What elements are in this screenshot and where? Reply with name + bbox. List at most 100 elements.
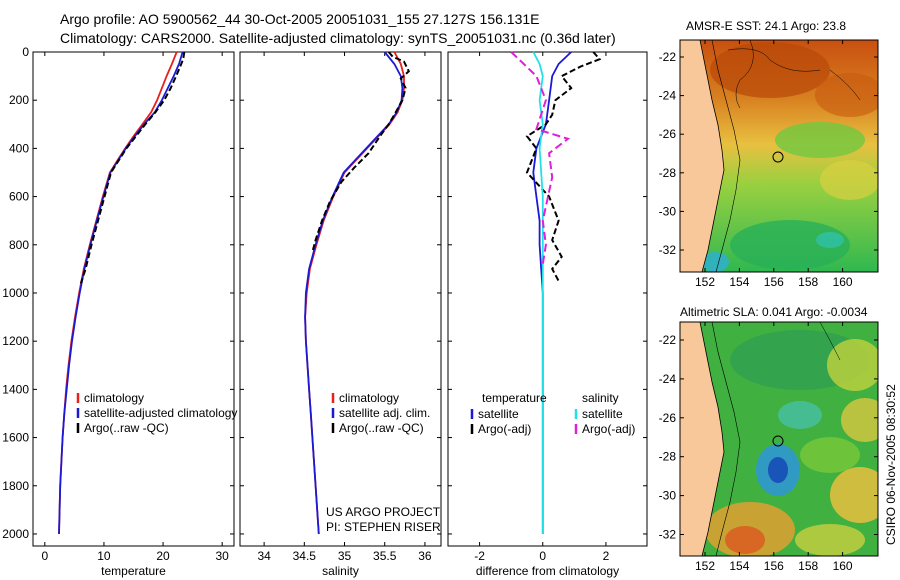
depth-tick-label: 2000 xyxy=(2,527,29,541)
salinity-x-tick-label: 36 xyxy=(418,549,432,563)
temperature-legend-label: climatology xyxy=(84,391,144,405)
sst-shelf-contour xyxy=(711,40,741,272)
salinity-x-tick-label: 35.5 xyxy=(373,549,397,563)
difference-series-salinity-argo xyxy=(510,51,571,265)
salinity-xlabel: salinity xyxy=(322,564,359,578)
temperature-x-tick-label: 30 xyxy=(215,549,229,563)
map-lat-label: -24 xyxy=(659,89,677,103)
temperature-legend-label: satellite-adjusted climatology xyxy=(84,406,237,420)
map-lon-label: 160 xyxy=(833,275,853,289)
sst-contour xyxy=(727,48,821,72)
difference-legend-header: temperature xyxy=(482,391,547,405)
map-lat-label: -24 xyxy=(659,372,677,386)
map-lat-label: -28 xyxy=(659,450,677,464)
argo-float-marker xyxy=(772,435,784,447)
sst-cool-patch xyxy=(816,232,844,248)
map-lon-label: 158 xyxy=(798,559,818,573)
salinity-x-tick-label: 34 xyxy=(257,549,271,563)
map-lon-label: 160 xyxy=(833,559,853,573)
sst-contour xyxy=(735,40,754,109)
sst-map-frame xyxy=(679,39,879,273)
salinity-panel: 34 34.5 35 35.5 36 salinity climatologysatelli… xyxy=(239,51,442,578)
project-annotation: US ARGO PROJECT xyxy=(326,505,441,519)
map-lon-label: 156 xyxy=(764,275,784,289)
sla-patch xyxy=(830,467,878,523)
depth-tick-label: 1400 xyxy=(2,382,29,396)
difference-legend-label: satellite xyxy=(582,407,623,421)
temperature-x-tick-label: 10 xyxy=(97,549,111,563)
salinity-legend-label: Argo(..raw -QC) xyxy=(339,421,424,435)
argo-float-marker xyxy=(772,151,784,163)
salinity-legend-label: climatology xyxy=(339,391,399,405)
depth-tick-label: 400 xyxy=(9,141,29,155)
map-lat-label: -26 xyxy=(659,127,677,141)
difference-x-tick-label: 2 xyxy=(603,549,610,563)
difference-series-salinity-satellite xyxy=(532,51,544,534)
sla-patch xyxy=(800,437,860,473)
sla-map-ticks: -22 -24 -26 -28 -30 -32 152 154 156 158 160 xyxy=(659,322,878,573)
difference-legend-label: Argo(-adj) xyxy=(478,422,531,436)
difference-legend-header: salinity xyxy=(582,391,619,405)
temperature-x-tick-label: 20 xyxy=(156,549,170,563)
sla-shelf-contour xyxy=(711,322,741,556)
difference-series-temperature-argo xyxy=(525,51,602,282)
sst-map-title: AMSR-E SST: 24.1 Argo: 23.8 xyxy=(686,19,846,33)
difference-xlabel: difference from climatology xyxy=(476,564,619,578)
temperature-legend-label: Argo(..raw -QC) xyxy=(84,421,169,435)
map-lon-label: 158 xyxy=(798,275,818,289)
sla-patch xyxy=(795,524,865,556)
depth-tick-label: 1000 xyxy=(2,286,29,300)
difference-legend-label: Argo(-adj) xyxy=(582,422,635,436)
sla-patch xyxy=(725,526,765,554)
depth-tick-label: 1600 xyxy=(2,431,29,445)
temperature-series-argo xyxy=(79,51,186,284)
sla-patch xyxy=(778,401,822,429)
salinity-x-tick-label: 34.5 xyxy=(293,549,317,563)
map-lat-label: -22 xyxy=(659,50,677,64)
sst-map-ticks: -22 -24 -26 -28 -30 -32 152 154 156 158 160 xyxy=(659,40,878,289)
difference-legend-label: satellite xyxy=(478,407,519,421)
sst-contour xyxy=(829,69,861,101)
sla-contour xyxy=(819,322,841,361)
depth-tick-label: 1800 xyxy=(2,479,29,493)
sst-cool-patch xyxy=(775,122,865,158)
sst-warm-patch xyxy=(815,73,878,117)
side-timestamp: CSIRO 06-Nov-2005 08:30:52 xyxy=(884,384,898,545)
map-lat-label: -28 xyxy=(659,166,677,180)
temperature-x-tick-label: 0 xyxy=(41,549,48,563)
difference-x-tick-label: -2 xyxy=(474,549,485,563)
map-lat-label: -32 xyxy=(659,243,677,257)
sst-cool-patch xyxy=(730,220,850,270)
sst-coastline xyxy=(699,40,725,272)
salinity-legend-label: satellite adj. clim. xyxy=(339,406,430,420)
depth-tick-label: 800 xyxy=(9,238,29,252)
depth-tick-label: 0 xyxy=(22,45,29,59)
salinity-series-argo xyxy=(311,51,411,253)
depth-tick-label: 200 xyxy=(9,93,29,107)
sla-coastline xyxy=(699,322,725,556)
sst-map: AMSR-E SST: 24.1 Argo: 23.8 -22 -24 -26 -28… xyxy=(659,19,879,289)
map-lon-label: 154 xyxy=(729,559,749,573)
sst-cool-patch xyxy=(820,160,878,200)
sla-map-frame xyxy=(679,321,879,557)
map-lat-label: -30 xyxy=(659,204,677,218)
temperature-series-satellite xyxy=(58,51,184,535)
pi-annotation: PI: STEPHEN RISER xyxy=(326,520,441,534)
map-lon-label: 154 xyxy=(729,275,749,289)
figure-title-line1: Argo profile: AO 5900562_44 30-Oct-2005 … xyxy=(60,11,540,27)
temperature-axes-frame xyxy=(32,51,235,547)
map-lat-label: -26 xyxy=(659,411,677,425)
sst-land xyxy=(680,40,724,272)
depth-tick-label: 600 xyxy=(9,190,29,204)
temperature-series-climatology xyxy=(58,51,178,535)
sst-cool-patch xyxy=(701,252,729,272)
sla-patch xyxy=(841,398,878,442)
map-lat-label: -32 xyxy=(659,528,677,542)
difference-axes-frame xyxy=(447,51,648,547)
difference-x-tick-label: 0 xyxy=(539,549,546,563)
figure-title-line2: Climatology: CARS2000. Satellite-adjuste… xyxy=(60,30,616,46)
sst-warm-patch xyxy=(710,42,830,98)
temperature-panel: 0 10 20 30 0 200 400 600 800 1000 1200 1400 1600 1800… xyxy=(2,45,237,578)
